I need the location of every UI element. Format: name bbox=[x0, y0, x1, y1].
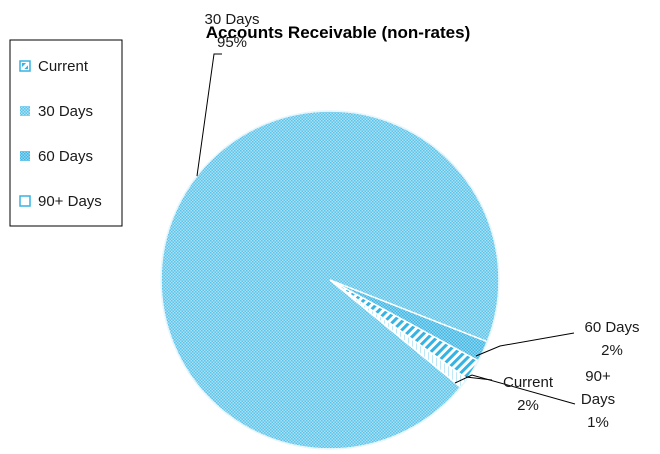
data-label-line: 2% bbox=[601, 342, 623, 359]
data-labels: Current 2% 30 Days 95% 60 Days 2% 90+ Days 1% bbox=[204, 11, 639, 431]
data-label-90plus-days: 90+ Days 1% bbox=[581, 368, 615, 431]
legend-swatch-current-hatch bbox=[22, 63, 28, 69]
leader-line-90plus-days bbox=[454, 374, 576, 405]
data-label-60-days: 60 Days 2% bbox=[584, 319, 639, 359]
pie-outline bbox=[160, 110, 500, 450]
data-label-line: 90+ bbox=[585, 368, 611, 385]
data-label-line: 60 Days bbox=[584, 319, 639, 336]
pie-slices bbox=[160, 110, 500, 450]
pie-slice-30-days bbox=[160, 110, 500, 450]
leader-lines bbox=[196, 53, 576, 405]
legend-swatch-60-days bbox=[20, 151, 30, 161]
legend-swatch-30-days bbox=[20, 106, 30, 116]
chart-title: Accounts Receivable (non-rates) bbox=[206, 23, 471, 42]
legend: Current 30 Days 60 Days 90+ Days bbox=[9, 39, 123, 227]
data-label-line: Current bbox=[503, 374, 554, 391]
legend-label-60-days: 60 Days bbox=[38, 148, 93, 165]
leader-line-30-days bbox=[196, 53, 222, 177]
legend-swatch-90plus-days bbox=[19, 195, 31, 207]
leader-line-60-days bbox=[475, 332, 575, 357]
legend-label-current: Current bbox=[38, 58, 89, 75]
data-label-current: Current 2% bbox=[503, 374, 554, 414]
data-label-line: Days bbox=[581, 391, 615, 408]
legend-label-30-days: 30 Days bbox=[38, 103, 93, 120]
data-label-line: 1% bbox=[587, 414, 609, 431]
data-label-30-days: 30 Days 95% bbox=[204, 11, 259, 51]
legend-label-90plus-days: 90+ Days bbox=[38, 193, 102, 210]
data-label-line: 2% bbox=[517, 397, 539, 414]
data-label-line: 95% bbox=[217, 34, 247, 51]
data-label-line: 30 Days bbox=[204, 11, 259, 28]
